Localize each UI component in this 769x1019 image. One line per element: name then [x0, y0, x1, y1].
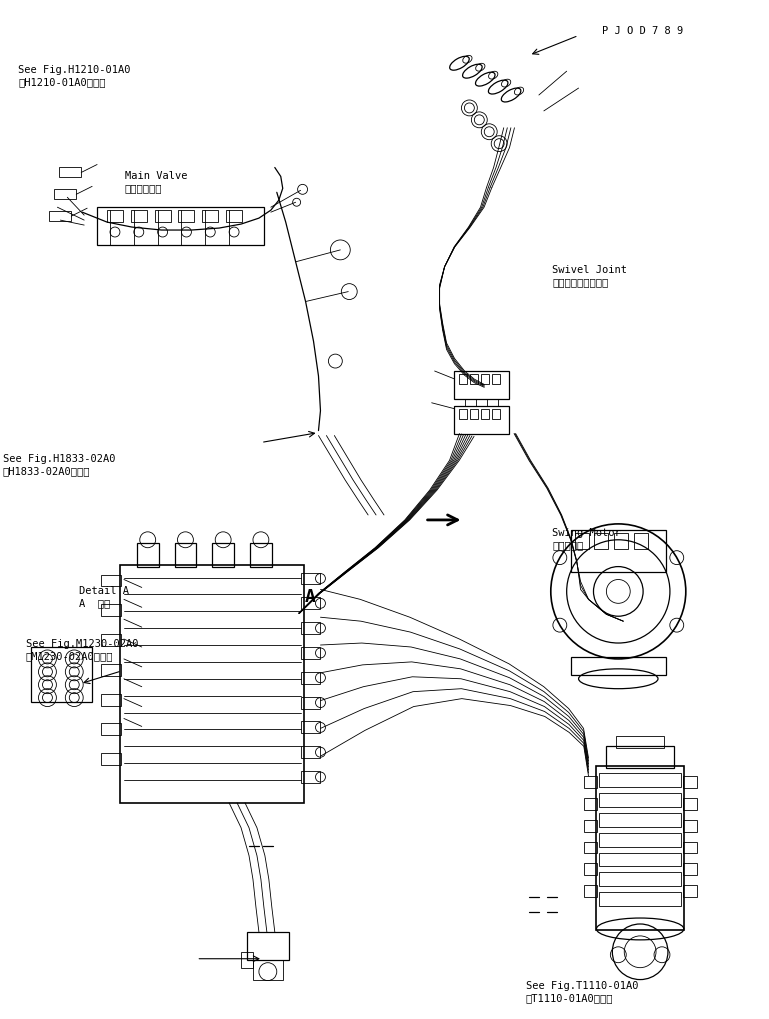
Bar: [584, 886, 598, 897]
Text: See Fig.T1110-01A0: See Fig.T1110-01A0: [526, 981, 638, 990]
Bar: [600, 813, 681, 826]
Bar: [600, 872, 681, 887]
Bar: [178, 210, 195, 222]
Bar: [594, 533, 608, 548]
Bar: [250, 543, 271, 567]
Text: A  詳細: A 詳細: [79, 598, 111, 608]
Bar: [212, 543, 234, 567]
Text: Swing Motor: Swing Motor: [552, 528, 621, 538]
Bar: [584, 863, 598, 875]
Bar: [301, 721, 321, 734]
Text: See Fig.H1833-02A0: See Fig.H1833-02A0: [3, 453, 115, 464]
Bar: [683, 819, 697, 832]
Bar: [584, 776, 598, 788]
Bar: [634, 533, 648, 548]
Bar: [600, 893, 681, 906]
Bar: [226, 210, 242, 222]
Bar: [597, 766, 684, 930]
Bar: [301, 746, 321, 758]
Text: 第H1210-01A0図参照: 第H1210-01A0図参照: [18, 77, 105, 88]
Bar: [301, 597, 321, 609]
Text: スイベルジョイント: スイベルジョイント: [552, 277, 609, 286]
Text: 旋回モータ: 旋回モータ: [552, 540, 584, 550]
Bar: [97, 207, 264, 245]
Bar: [481, 374, 489, 384]
Bar: [253, 960, 283, 979]
Bar: [481, 409, 489, 419]
Bar: [571, 530, 666, 572]
Text: 第T1110-01A0図参照: 第T1110-01A0図参照: [526, 994, 613, 1003]
Bar: [584, 798, 598, 810]
Bar: [101, 753, 121, 765]
Bar: [101, 663, 121, 676]
Bar: [600, 833, 681, 847]
Bar: [454, 371, 509, 398]
Bar: [683, 842, 697, 854]
Bar: [492, 409, 500, 419]
Bar: [137, 543, 158, 567]
Bar: [247, 932, 288, 960]
Bar: [101, 723, 121, 736]
Text: Main Valve: Main Valve: [125, 170, 188, 180]
Bar: [175, 543, 196, 567]
Bar: [600, 793, 681, 807]
Text: メインバルブ: メインバルブ: [125, 182, 162, 193]
Bar: [571, 657, 666, 675]
Bar: [301, 697, 321, 708]
Bar: [49, 211, 72, 221]
Bar: [574, 533, 588, 548]
Bar: [301, 623, 321, 634]
Text: Swivel Joint: Swivel Joint: [552, 265, 628, 275]
Bar: [241, 952, 253, 968]
Bar: [101, 694, 121, 705]
Bar: [600, 773, 681, 787]
Bar: [101, 634, 121, 646]
Bar: [471, 409, 478, 419]
Bar: [301, 672, 321, 684]
Text: 第M1230-02A0図参照: 第M1230-02A0図参照: [25, 651, 113, 661]
Bar: [459, 409, 468, 419]
Text: P J O D 7 8 9: P J O D 7 8 9: [602, 25, 684, 36]
Bar: [683, 886, 697, 897]
Bar: [683, 863, 697, 875]
Text: Detail A: Detail A: [79, 586, 129, 596]
Text: A: A: [305, 588, 315, 606]
Bar: [600, 853, 681, 866]
Bar: [607, 746, 674, 768]
Bar: [616, 737, 664, 748]
Bar: [471, 374, 478, 384]
Bar: [683, 798, 697, 810]
Bar: [101, 604, 121, 616]
Text: See Fig.M1230-02A0: See Fig.M1230-02A0: [25, 639, 138, 649]
Bar: [683, 776, 697, 788]
Bar: [155, 210, 171, 222]
Bar: [131, 210, 147, 222]
Bar: [584, 819, 598, 832]
Bar: [301, 647, 321, 659]
Bar: [107, 210, 123, 222]
Text: 第H1833-02A0図参照: 第H1833-02A0図参照: [3, 466, 90, 476]
Bar: [301, 771, 321, 783]
Bar: [614, 533, 628, 548]
Text: See Fig.H1210-01A0: See Fig.H1210-01A0: [18, 65, 131, 75]
Bar: [454, 406, 509, 433]
Bar: [584, 842, 598, 854]
Bar: [101, 575, 121, 587]
Bar: [301, 573, 321, 585]
Bar: [459, 374, 468, 384]
Bar: [120, 565, 304, 803]
Bar: [59, 167, 82, 177]
Bar: [31, 647, 92, 702]
Bar: [492, 374, 500, 384]
Bar: [55, 190, 76, 200]
Bar: [202, 210, 218, 222]
